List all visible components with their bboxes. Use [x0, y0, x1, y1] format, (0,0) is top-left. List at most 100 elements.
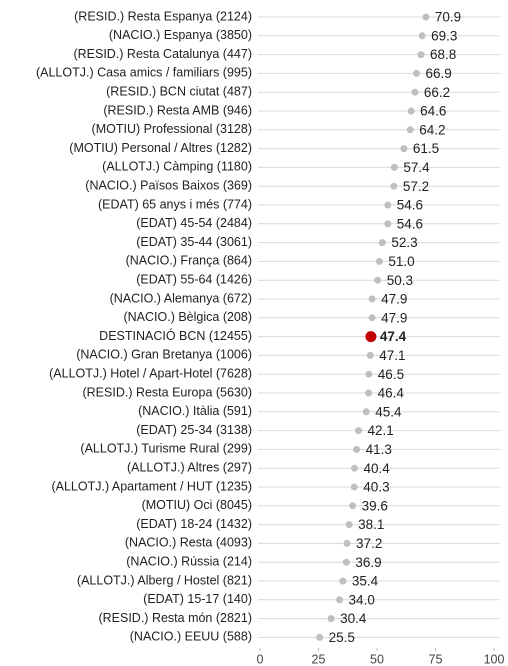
dot: [417, 51, 425, 59]
category-label: (RESID.) Resta Espanya (2124): [74, 9, 252, 23]
dot: [384, 220, 392, 228]
dot: [336, 596, 344, 604]
value-label: 38.1: [358, 517, 384, 532]
category-label: (ALLOTJ.) Turisme Rural (299): [80, 442, 252, 456]
dot: [390, 182, 398, 190]
value-label: 34.0: [349, 592, 375, 607]
dot: [343, 539, 351, 547]
x-tick-label: 75: [429, 652, 443, 666]
dot: [418, 32, 426, 40]
value-label: 46.5: [378, 367, 404, 382]
x-tick-label: 50: [370, 652, 384, 666]
dot: [339, 577, 347, 585]
category-label: (ALLOTJ.) Apartament / HUT (1235): [51, 479, 252, 493]
dot: [351, 464, 359, 472]
category-label: (RESID.) Resta món (2821): [98, 611, 252, 625]
category-label: (NACIO.) Resta (4093): [125, 536, 252, 550]
value-label: 47.9: [381, 310, 407, 325]
dot: [365, 370, 373, 378]
category-label: (NACIO.) Gran Bretanya (1006): [76, 348, 252, 362]
dot: [350, 483, 358, 491]
dot: [355, 427, 363, 435]
dot: [422, 13, 430, 21]
category-label: (EDAT) 18-24 (1432): [136, 517, 252, 531]
category-label: (MOTIU) Professional (3128): [92, 122, 252, 136]
dot: [365, 331, 377, 343]
category-label: (EDAT) 15-17 (140): [143, 592, 252, 606]
category-label: (EDAT) 45-54 (2484): [136, 216, 252, 230]
category-label: (ALLOTJ.) Casa amics / familiars (995): [36, 66, 252, 80]
value-label: 41.3: [366, 442, 392, 457]
dot: [378, 239, 386, 247]
category-label: (ALLOTJ.) Càmping (1180): [102, 160, 252, 174]
value-label: 42.1: [368, 423, 394, 438]
value-label: 64.2: [419, 122, 445, 137]
category-label: (ALLOTJ.) Hotel / Apart-Hotel (7628): [49, 366, 252, 380]
category-label: (NACIO.) Espanya (3850): [109, 28, 252, 42]
dot: [390, 163, 398, 171]
dot: [413, 69, 421, 77]
dot: [327, 615, 335, 623]
x-tick-label: 0: [257, 652, 264, 666]
dot: [368, 295, 376, 303]
category-label: (RESID.) Resta Europa (5630): [82, 385, 252, 399]
category-label: (RESID.) Resta Catalunya (447): [73, 47, 252, 61]
category-label: (EDAT) 65 anys i més (774): [98, 197, 252, 211]
value-label: 47.1: [379, 348, 405, 363]
value-label: 50.3: [387, 273, 413, 288]
value-label: 66.2: [424, 85, 450, 100]
dot: [400, 145, 408, 153]
category-label: (NACIO.) EEUU (588): [130, 630, 252, 644]
value-label: 51.0: [388, 254, 414, 269]
dot: [345, 521, 353, 529]
category-label: (NACIO.) Itàlia (591): [138, 404, 252, 418]
category-label: (NACIO.) Bèlgica (208): [123, 310, 252, 324]
category-label: (EDAT) 25-34 (3138): [136, 423, 252, 437]
dot: [368, 314, 376, 322]
dot: [374, 276, 382, 284]
value-label: 39.6: [362, 498, 388, 513]
category-label: DESTINACIÓ BCN (12455): [99, 328, 252, 343]
category-label: (RESID.) Resta AMB (946): [103, 103, 252, 117]
value-label: 30.4: [340, 611, 367, 626]
value-label: 46.4: [378, 386, 405, 401]
value-label: 52.3: [391, 235, 417, 250]
value-label: 40.4: [364, 461, 391, 476]
category-label: (EDAT) 55-64 (1426): [136, 272, 252, 286]
value-label: 70.9: [435, 10, 461, 25]
dot: [353, 445, 361, 453]
value-label: 35.4: [352, 574, 379, 589]
category-label: (ALLOTJ.) Alberg / Hostel (821): [77, 573, 252, 587]
dot: [342, 558, 350, 566]
value-label: 54.6: [397, 216, 423, 231]
value-label: 61.5: [413, 141, 439, 156]
value-label: 69.3: [431, 28, 457, 43]
category-label: (NACIO.) Rússia (214): [126, 554, 252, 568]
value-label: 47.9: [381, 292, 407, 307]
x-tick-label: 100: [484, 652, 505, 666]
dot: [406, 126, 414, 134]
value-label: 68.8: [430, 47, 456, 62]
value-label: 25.5: [329, 630, 355, 645]
dot: [365, 389, 373, 397]
value-label: 66.9: [426, 66, 452, 81]
dot: [366, 351, 374, 359]
dot: [316, 633, 324, 641]
dot: [362, 408, 370, 416]
dot: [411, 88, 419, 96]
value-label: 54.6: [397, 198, 423, 213]
value-label: 57.4: [403, 160, 430, 175]
value-label: 36.9: [355, 555, 381, 570]
category-label: (NACIO.) Països Baixos (369): [85, 178, 252, 192]
value-label: 45.4: [375, 404, 402, 419]
category-label: (NACIO.) Alemanya (672): [110, 291, 252, 305]
x-tick-label: 25: [312, 652, 326, 666]
value-label: 37.2: [356, 536, 382, 551]
value-label: 47.4: [380, 329, 407, 344]
dot: [384, 201, 392, 209]
category-label: (MOTIU) Oci (8045): [142, 498, 252, 512]
category-label: (EDAT) 35-44 (3061): [136, 235, 252, 249]
dot: [349, 502, 357, 510]
value-label: 40.3: [363, 480, 389, 495]
